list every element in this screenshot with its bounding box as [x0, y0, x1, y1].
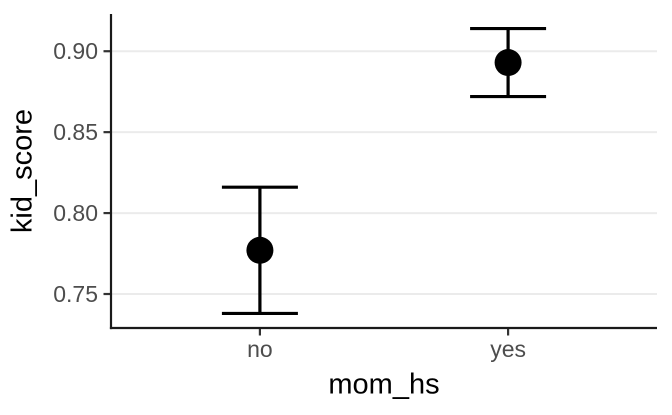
x-tick-label: no: [247, 336, 273, 362]
point-estimate: [246, 236, 274, 264]
y-tick-label: 0.90: [53, 38, 98, 64]
point-estimate: [494, 49, 522, 77]
y-axis-title: kid_score: [6, 108, 39, 234]
x-axis-title: mom_hs: [328, 368, 440, 401]
y-tick-label: 0.80: [53, 200, 98, 226]
y-tick-label: 0.85: [53, 119, 98, 145]
x-tick-label: yes: [490, 336, 526, 362]
y-tick-label: 0.75: [53, 281, 98, 307]
